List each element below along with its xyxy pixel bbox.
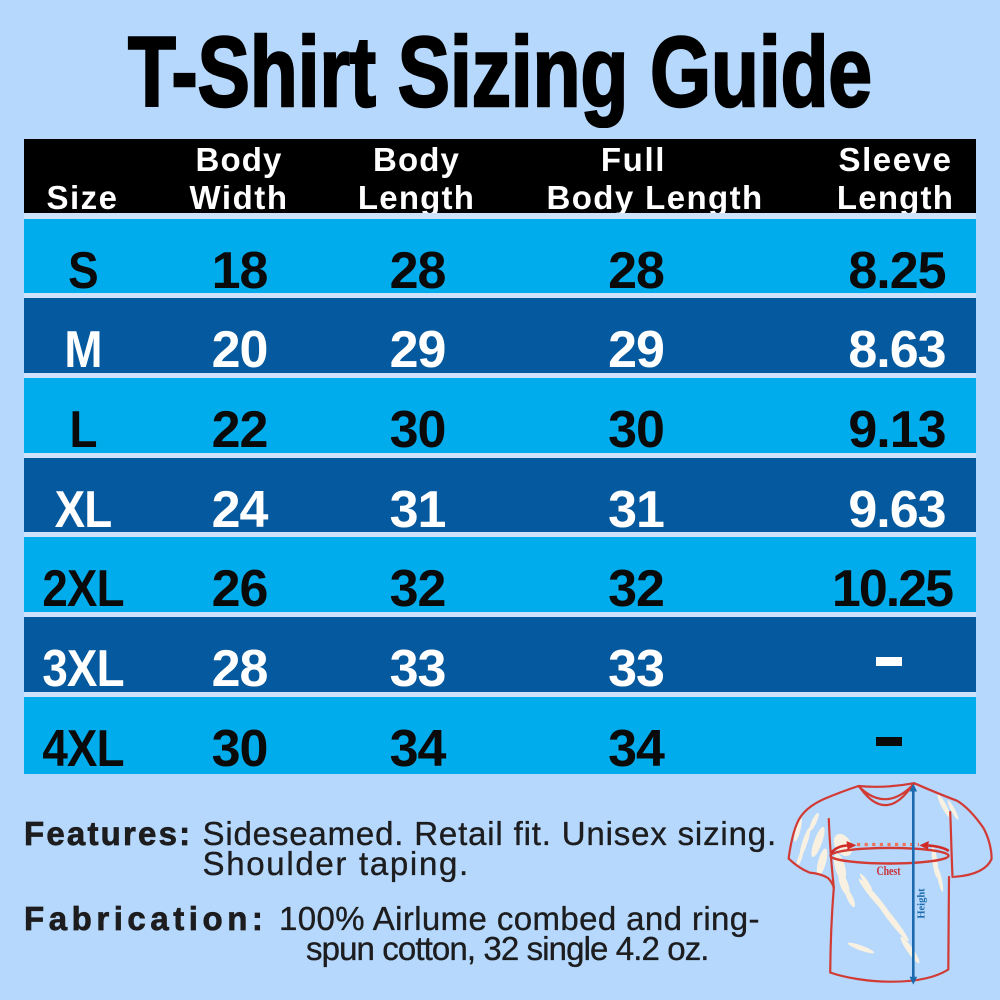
svg-text:Chest: Chest <box>877 864 902 878</box>
svg-text:Height: Height <box>917 888 928 919</box>
